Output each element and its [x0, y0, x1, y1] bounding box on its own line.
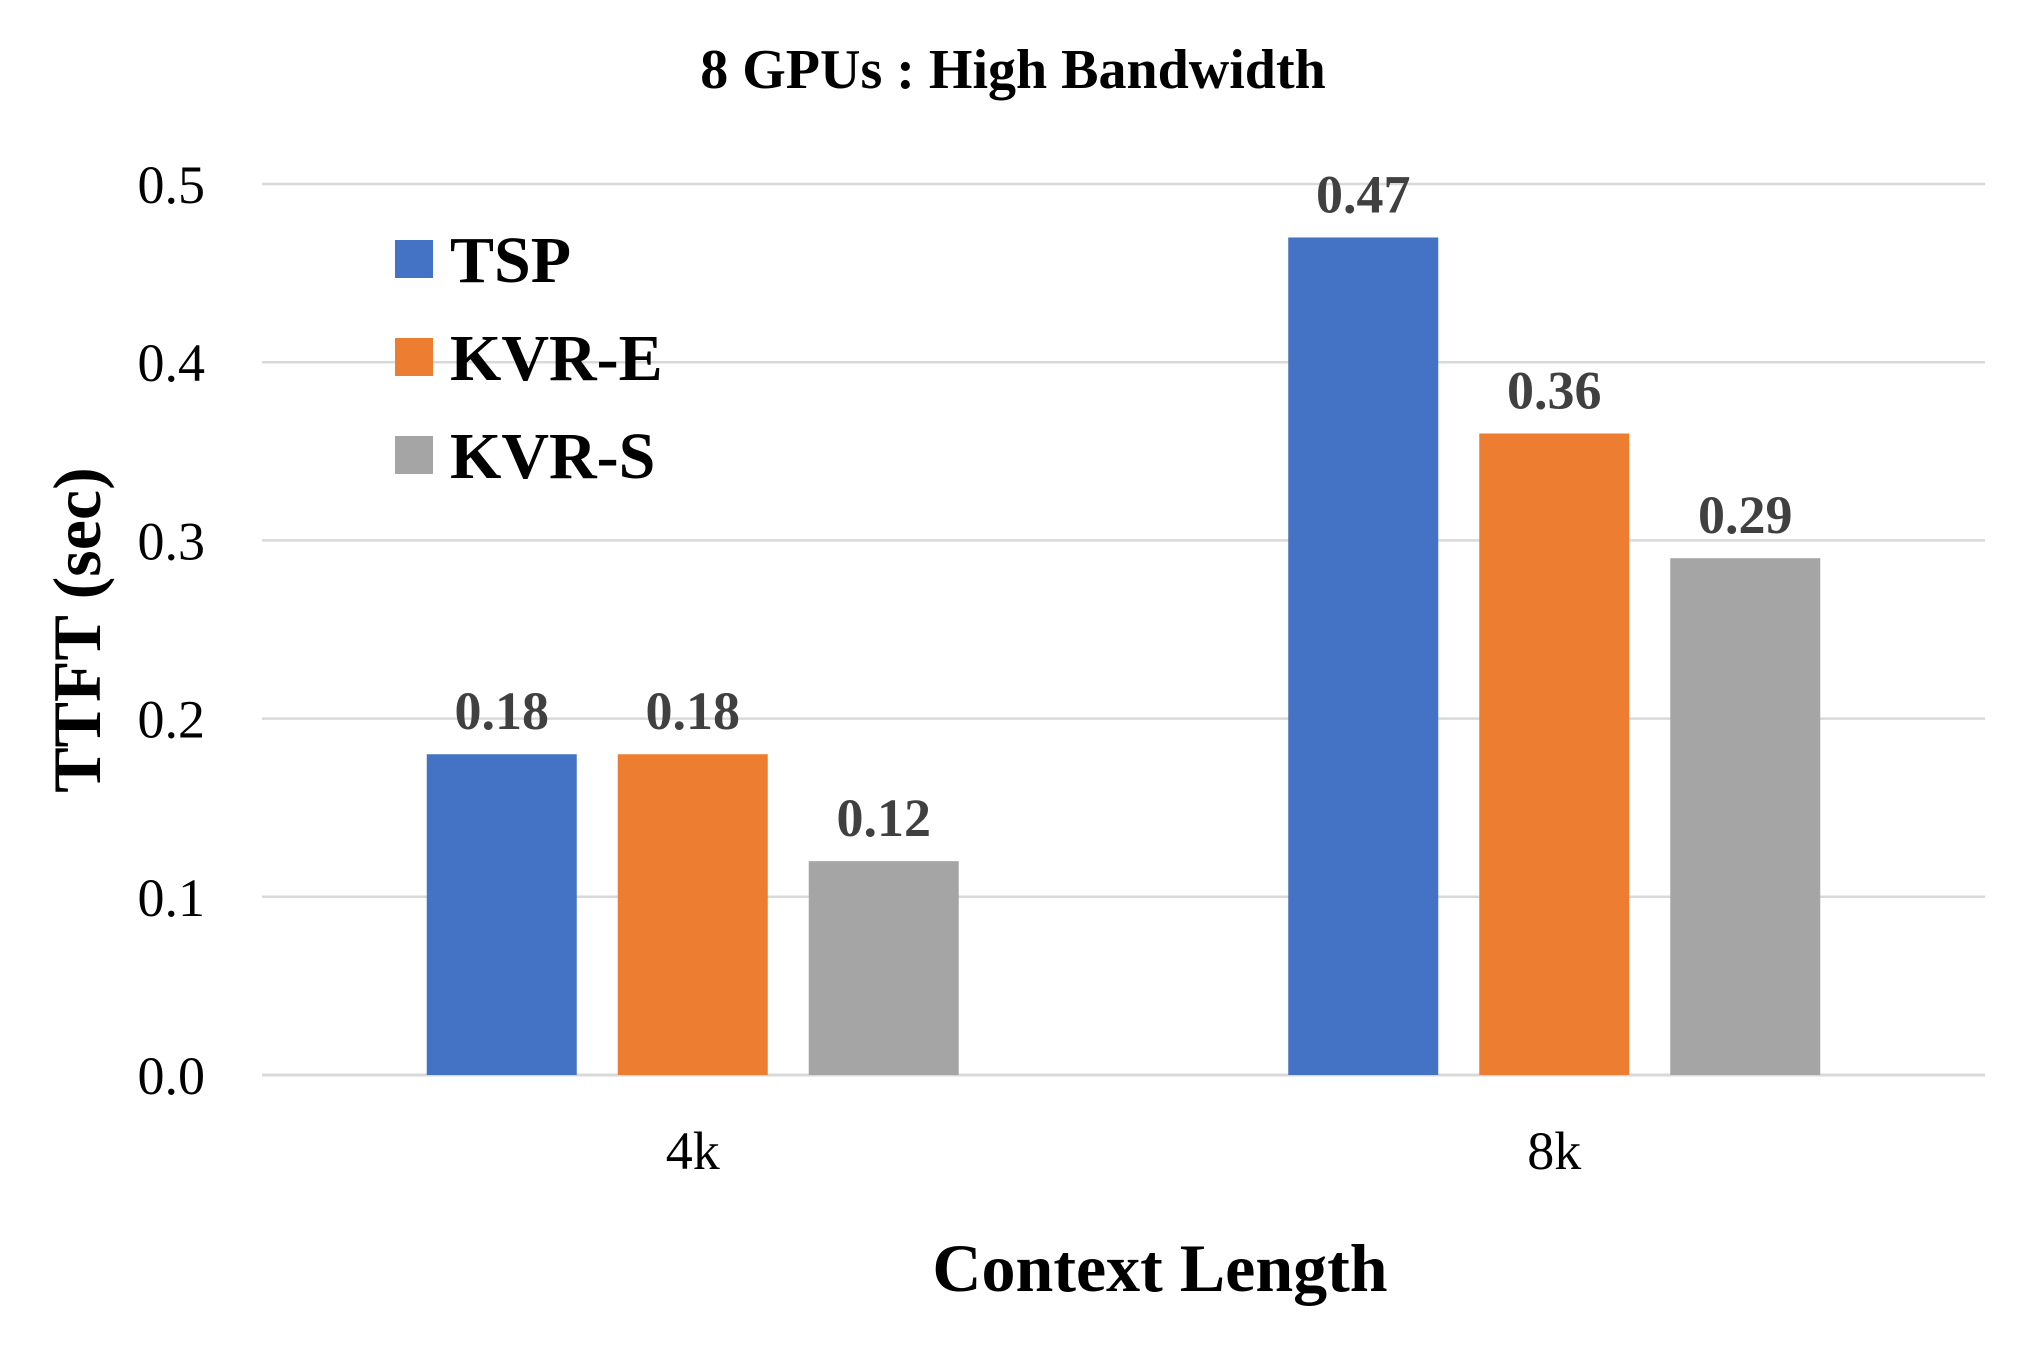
y-tick-label: 0.3: [138, 511, 206, 571]
bar-kvr-e-8k: [1479, 433, 1630, 1076]
x-tick-label: 4k: [666, 1121, 720, 1181]
bar-kvr-s-8k: [1670, 558, 1821, 1075]
bar-kvr-e-4k: [617, 754, 768, 1075]
bars: [426, 237, 1821, 1076]
legend-label-tsp: TSP: [450, 224, 571, 297]
y-tick-label: 0.0: [138, 1046, 206, 1106]
x-axis-ticks: 4k 8k: [666, 1121, 1582, 1181]
data-label: 0.36: [1507, 360, 1602, 420]
y-axis-title: TTFT (sec): [39, 467, 115, 793]
data-label: 0.18: [646, 681, 741, 741]
data-label: 0.47: [1316, 164, 1411, 224]
legend: TSP KVR-E KVR-S: [395, 224, 663, 493]
bar-kvr-s-4k: [808, 861, 959, 1075]
x-axis-title: Context Length: [932, 1230, 1387, 1306]
y-axis-ticks: 0.0 0.1 0.2 0.3 0.4 0.5: [138, 155, 206, 1106]
bar-tsp-4k: [426, 754, 577, 1075]
legend-label-kvr-s: KVR-S: [450, 420, 655, 493]
legend-swatch-kvr-s: [395, 436, 433, 474]
data-labels: 0.18 0.18 0.12 0.47 0.36 0.29: [455, 164, 1793, 848]
y-tick-label: 0.2: [138, 690, 206, 750]
y-tick-label: 0.1: [138, 868, 206, 928]
data-label: 0.29: [1698, 485, 1793, 545]
chart-title: 8 GPUs : High Bandwidth: [700, 39, 1326, 101]
legend-swatch-tsp: [395, 240, 433, 278]
y-tick-label: 0.5: [138, 155, 206, 215]
data-label: 0.18: [455, 681, 550, 741]
bar-tsp-8k: [1288, 237, 1439, 1075]
y-tick-label: 0.4: [138, 333, 206, 393]
legend-swatch-kvr-e: [395, 338, 433, 376]
x-tick-label: 8k: [1527, 1121, 1581, 1181]
legend-label-kvr-e: KVR-E: [450, 322, 663, 395]
data-label: 0.12: [837, 788, 932, 848]
